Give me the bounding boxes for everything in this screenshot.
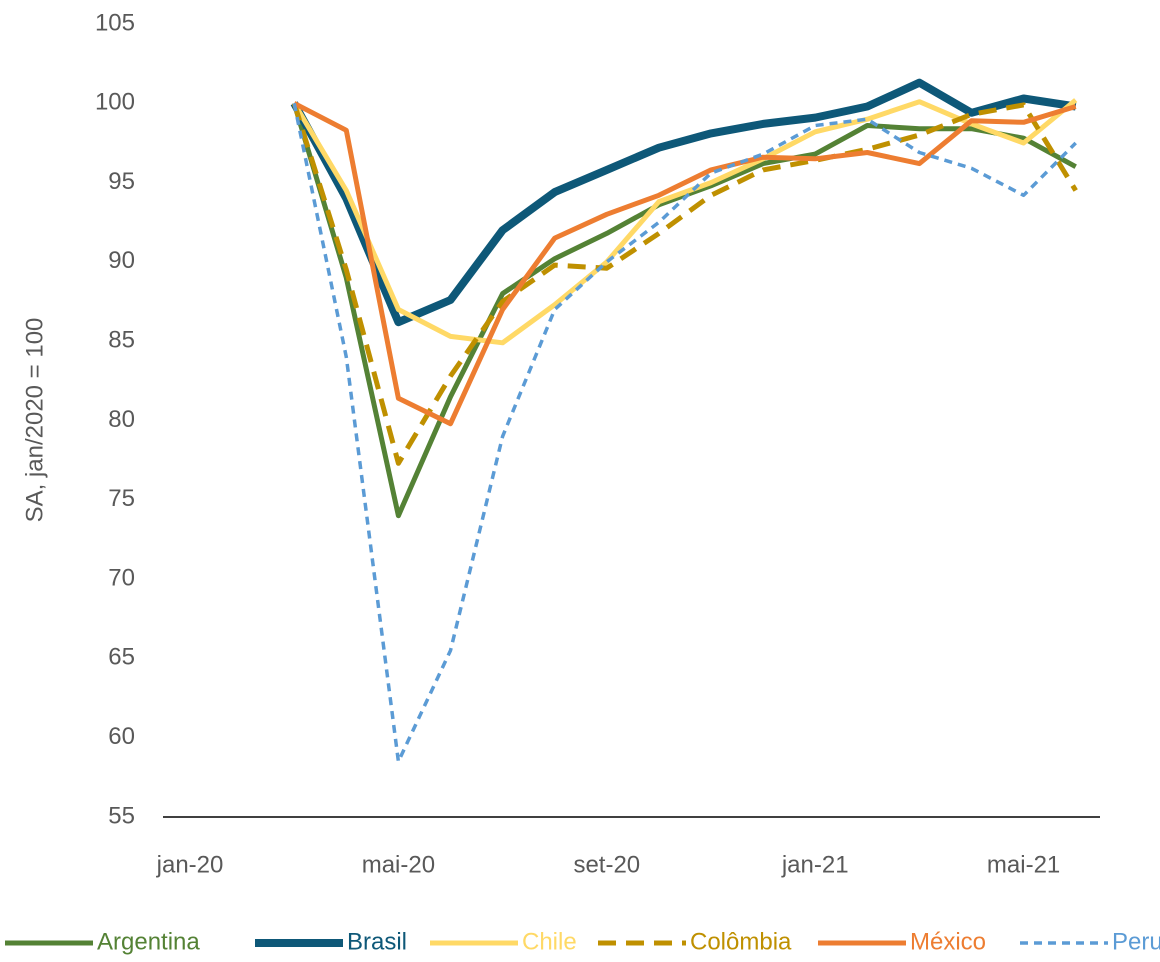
series-line xyxy=(292,98,1078,346)
y-tick-label: 85 xyxy=(108,327,135,354)
x-tick-label: mai-20 xyxy=(362,851,435,878)
y-tick-label: 105 xyxy=(95,9,135,36)
x-tick-label: mai-21 xyxy=(987,851,1060,878)
y-tick-label: 80 xyxy=(108,406,135,433)
series-line xyxy=(292,102,1077,764)
y-tick-label: 95 xyxy=(108,168,135,195)
series-line xyxy=(293,101,1077,427)
y-tick-label: 100 xyxy=(95,89,135,116)
series-line xyxy=(290,78,1077,327)
legend-label: Chile xyxy=(522,928,577,955)
legend-label: México xyxy=(910,928,986,955)
y-tick-label: 90 xyxy=(108,247,135,274)
legend-label: Peru xyxy=(1112,928,1160,955)
x-tick-label: jan-20 xyxy=(156,851,224,878)
legend-label: Colômbia xyxy=(690,928,792,955)
x-tick-label: jan-21 xyxy=(781,851,849,878)
legend-label: Brasil xyxy=(347,928,407,955)
series-line xyxy=(291,102,1078,466)
legend-label: Argentina xyxy=(97,928,200,955)
y-tick-label: 65 xyxy=(108,644,135,671)
y-tick-label: 70 xyxy=(108,564,135,591)
y-tick-label: 55 xyxy=(108,802,135,829)
y-axis-label: SA, jan/2020 = 100 xyxy=(21,318,48,523)
y-tick-label: 60 xyxy=(108,723,135,750)
y-tick-label: 75 xyxy=(108,485,135,512)
x-tick-label: set-20 xyxy=(573,851,640,878)
